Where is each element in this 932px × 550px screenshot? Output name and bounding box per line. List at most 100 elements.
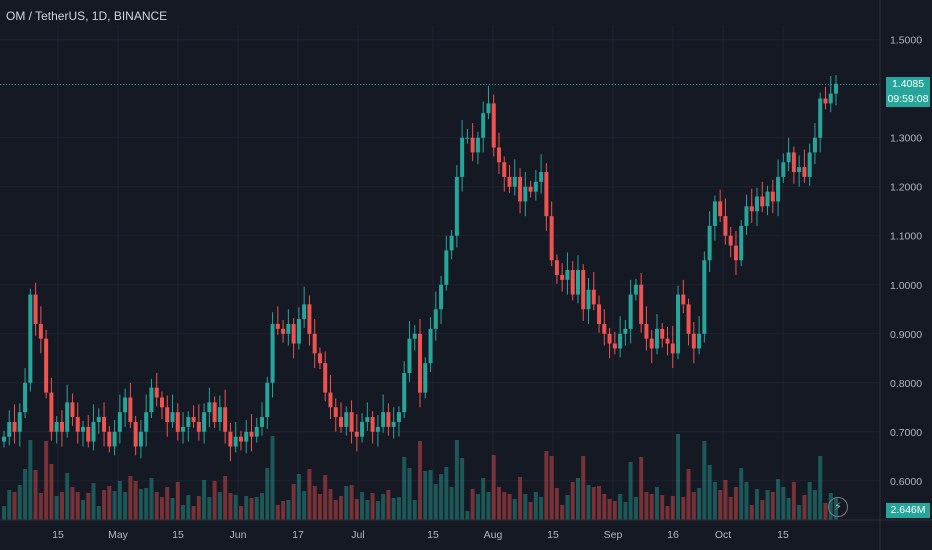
volume-bar (312, 486, 317, 520)
candle-body (765, 191, 770, 207)
volume-bar (80, 500, 85, 520)
candle-body (433, 309, 438, 329)
volume-bar (581, 456, 586, 520)
volume-bar (123, 492, 128, 520)
x-tick-label: 15 (172, 529, 184, 541)
volume-bar (349, 485, 354, 520)
volume-bar (707, 465, 712, 520)
x-tick-label: 15 (777, 529, 789, 541)
candle-body (565, 270, 570, 280)
candle-body (597, 304, 602, 324)
x-tick-label: Jun (230, 529, 247, 541)
candle-body (381, 412, 386, 427)
candle-body (454, 176, 459, 236)
candle-body (528, 186, 533, 192)
x-tick-label: 15 (547, 529, 559, 541)
candle-body (733, 245, 738, 261)
candle-body (834, 83, 838, 94)
candle-body (518, 176, 523, 202)
volume-bar (470, 489, 475, 520)
volume-bar (149, 478, 154, 520)
volume-bar (102, 490, 107, 520)
candle-body (828, 93, 833, 104)
lightning-icon[interactable]: ⚡ (828, 497, 848, 517)
candle-body (612, 343, 617, 349)
volume-bar (191, 506, 196, 520)
volume-bar (275, 505, 280, 520)
candle-body (818, 98, 823, 138)
volume-bar (712, 482, 717, 520)
x-tick-label: 15 (52, 529, 64, 541)
candle-body (38, 323, 43, 339)
candle-body (423, 363, 428, 393)
volume-bar (723, 480, 728, 520)
volume-bar (228, 493, 233, 520)
candle-body (718, 201, 723, 217)
candle-body (807, 152, 812, 177)
candle-body (138, 431, 143, 447)
volume-bar (791, 482, 796, 520)
candle-body (91, 421, 96, 442)
volume-bar (244, 496, 249, 520)
volume-bar (691, 492, 696, 520)
candle-body (623, 328, 628, 334)
volume-bar (523, 494, 528, 520)
candle-body (365, 417, 370, 422)
candle-body (460, 137, 465, 177)
candle-body (344, 412, 349, 427)
candle-body (607, 333, 612, 344)
y-tick-label: 1.3000 (890, 133, 922, 145)
y-tick-label: 0.8000 (890, 378, 922, 390)
candle-body (539, 172, 544, 182)
candle-body (512, 176, 517, 187)
candle-body (770, 191, 775, 202)
volume-bar (481, 478, 486, 520)
y-tick-label: 0.6000 (890, 476, 922, 488)
volume-bar (175, 482, 180, 520)
volume-bar (502, 492, 507, 520)
volume-bar (196, 496, 201, 520)
volume-bar (565, 495, 570, 520)
volume-bar (33, 470, 38, 520)
volume-bar (602, 494, 607, 520)
volume-bar (360, 492, 365, 520)
volume-bar (254, 497, 259, 520)
candle-body (149, 387, 154, 413)
volume-bar (644, 492, 649, 520)
volume-bar (660, 495, 665, 520)
volume-bar (396, 497, 401, 520)
volume-bar (812, 490, 817, 520)
volume-bar (375, 501, 380, 520)
volume-bar (560, 505, 565, 520)
volume-bar (291, 484, 296, 520)
volume-bar (628, 462, 633, 520)
volume-bar (323, 475, 328, 520)
candle-body (481, 113, 486, 138)
candle-body (260, 417, 265, 427)
candle-body (217, 407, 222, 422)
volume-bar (612, 501, 617, 520)
volume-bar (607, 499, 612, 520)
candle-body (128, 397, 133, 422)
volume-bar (407, 468, 412, 520)
candle-body (776, 176, 781, 202)
price-axis[interactable]: 1.5000 1.3000 1.2000 1.1000 1.0000 0.9000 0.80… (879, 0, 922, 550)
candle-body (712, 201, 717, 226)
candle-body (639, 284, 644, 324)
candle-body (339, 417, 344, 427)
candle-body (602, 323, 607, 334)
volume-bar (65, 473, 70, 520)
candle-body (760, 196, 765, 207)
volume-bar (665, 506, 670, 520)
volume-bar (570, 482, 575, 520)
time-axis[interactable]: 15 May 15 Jun 17 Jul 15 Aug 15 Sep 16 Oct 15 (0, 519, 932, 541)
candle-body (44, 338, 49, 393)
x-tick-label: May (108, 529, 129, 541)
candle-body (439, 284, 444, 310)
volume-bar (107, 486, 112, 520)
candle-body (728, 235, 733, 246)
volume-bar (686, 469, 691, 520)
candle-body (275, 323, 280, 329)
candle-body (165, 407, 170, 422)
